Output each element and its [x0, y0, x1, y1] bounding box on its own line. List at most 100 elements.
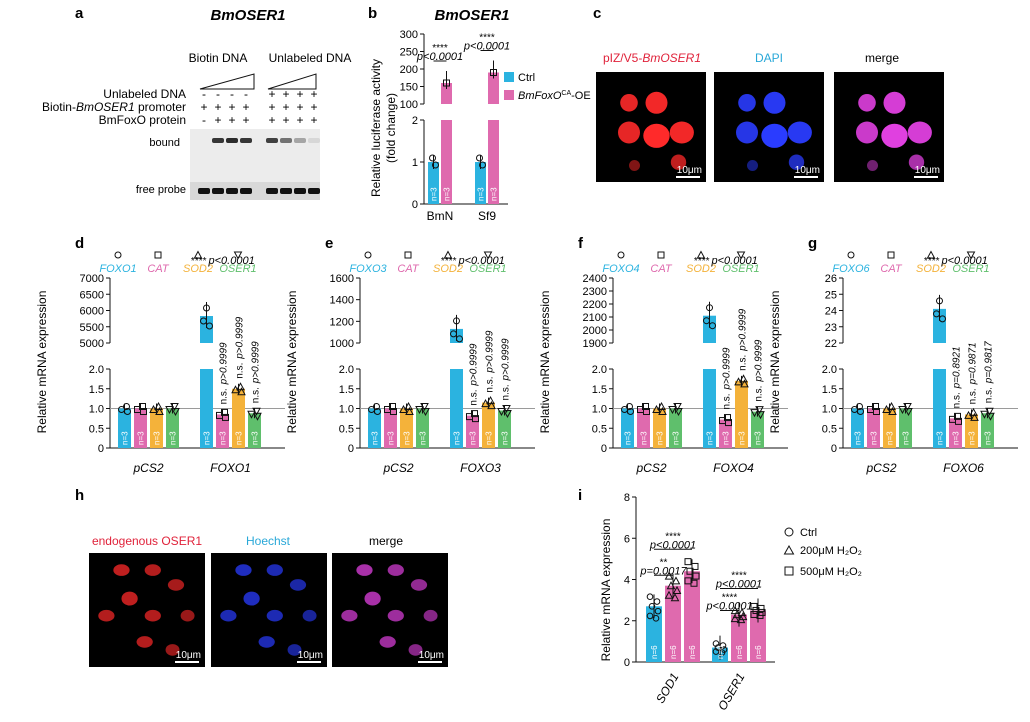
h-nucleus-2-3: [364, 591, 381, 606]
yticklabel-lo-f-0: 0: [601, 443, 607, 455]
i-xlabel-SOD1: SOD1: [653, 671, 681, 706]
n-f-pCS2-CAT: n=3: [640, 431, 649, 445]
stars-g: ****: [924, 256, 940, 267]
panel-g: FOXO6 CAT SOD2 OSER1 Relative mRNA expressio…: [768, 250, 1018, 475]
ns-p-d-2: p>0.9999: [235, 316, 246, 359]
legend-label-500: 500μM H₂O₂: [800, 566, 862, 578]
h-nucleus-2-5: [387, 609, 404, 622]
ns-g-3: n.s.: [984, 387, 995, 403]
n-g-pCS2-FOXO6: n=3: [854, 431, 863, 445]
legend-label-e-3: OSER1: [469, 263, 506, 275]
b-pt-ctrl-Sf9-1: [479, 161, 486, 169]
ylabel-f: Relative mRNA expression: [538, 291, 552, 434]
legend-marker-g-0: [847, 251, 855, 259]
panel-letter-b: b: [368, 5, 377, 22]
legend-marker-g-1: [887, 251, 895, 259]
bar-e-pCS2-CAT: [384, 408, 397, 448]
yticklabel-lo-d-1: 0.5: [89, 423, 104, 435]
pt-g-pCS2-CAT-1: [872, 403, 879, 410]
i-pt-OSER1-0-4: [712, 648, 720, 655]
ns-e-2: n.s.: [485, 376, 496, 392]
bar-g-FOXO6-SOD2: [965, 414, 978, 448]
legend-marker-200: [783, 544, 795, 555]
legend-marker-d-0: [114, 251, 122, 259]
ns-f-2: n.s.: [738, 355, 749, 371]
b-pt-oe-BmN: [443, 79, 450, 87]
bar-lower-f-FOXO4-FOXO4: [703, 369, 716, 448]
yticklabel-lo-e-0: 0: [348, 443, 354, 455]
pt-d-pCS2-FOXO1-1: [123, 403, 130, 410]
panel-letter-h: h: [75, 487, 84, 504]
i-pt-SOD1-1-1: [671, 576, 681, 585]
pt-d-pCS2-CAT-2: [140, 408, 147, 415]
b-pt-oe-Sf9: [490, 69, 497, 76]
ns-p-f-1: p>0.9999: [722, 347, 733, 390]
legend-label-g-2: SOD2: [916, 263, 946, 275]
bar-g-FOXO6-CAT: [949, 418, 962, 448]
n-g-FOXO6-FOXO6: n=3: [936, 431, 945, 445]
legend-marker-f-3: [736, 251, 746, 260]
panel-i-ylabel: Relative mRNA expression: [599, 519, 613, 662]
yticklabel-lo-g-1: 0.5: [822, 423, 837, 435]
bar-g-pCS2-CAT: [867, 408, 880, 448]
b-pval-BmN: p<0.0001: [416, 51, 463, 63]
c-nucleus-2-5: [908, 154, 925, 170]
row-label-promoter: Biotin-BmOSER1 promoter: [42, 100, 186, 114]
pt-e-pCS2-FOXO3-2: [374, 408, 381, 415]
bar-lower-g-FOXO6-FOXO6: [933, 369, 946, 448]
panel-letter-e: e: [325, 235, 333, 252]
i-yticklabel-2: 4: [624, 575, 630, 587]
i-pt-OSER1-1-5: [736, 615, 746, 624]
legend-marker-e-1: [404, 251, 412, 259]
triangle-unlabeled: [267, 73, 317, 90]
i-stars-SOD1-0: ****: [665, 531, 681, 542]
free-band-0: [198, 188, 210, 194]
n-e-pCS2-OSER1: n=3: [419, 431, 428, 445]
legend-label-e-1: CAT: [397, 263, 419, 275]
n-f-pCS2-SOD2: n=3: [656, 431, 665, 445]
bar-lower-d-FOXO1-FOXO1: [200, 369, 213, 448]
ns-d-3: n.s.: [251, 387, 262, 403]
pt-e-pCS2-CAT-2: [390, 408, 397, 415]
n-d-pCS2-FOXO1: n=3: [121, 431, 130, 445]
i-pt-SOD1-0-2: [648, 603, 656, 610]
n-g-pCS2-SOD2: n=3: [886, 431, 895, 445]
pt-d-pCS2-OSER1-1: [170, 403, 179, 412]
b-yticklabel-up-1: 150: [400, 82, 418, 94]
triangle-biotin: [199, 73, 255, 90]
c-scale-text-0: 10μm: [677, 165, 702, 176]
ns-e-3: n.s.: [501, 384, 512, 400]
legend-marker-500: [784, 566, 794, 576]
legend-marker-f-0: [617, 251, 625, 259]
c-nucleus-0-0: [620, 94, 638, 112]
c-nucleus-0-1: [645, 91, 668, 114]
yticklabel-lo-g-3: 1.5: [822, 384, 837, 396]
xlabel-e-0: pCS2: [382, 461, 413, 475]
yticklabel-up-g-2: 24: [825, 306, 837, 318]
h-nucleus-1-8: [287, 644, 302, 656]
n-e-FOXO3-SOD2: n=3: [485, 431, 494, 445]
pt-f-FOXO4-OSER1-0: [750, 409, 759, 418]
b-bar-oe-lower-BmN: [441, 120, 452, 204]
bar-f-FOXO4-OSER1: [751, 411, 764, 448]
panel-a-group-biotin: Biotin DNA: [189, 51, 248, 65]
panel-i: Relative mRNA expression 0 2 4 6 8 n=6 n=6 n=6 *…: [599, 492, 862, 713]
bar-f-pCS2-SOD2: [653, 408, 666, 448]
h-nucleus-2-0: [356, 564, 373, 576]
c-nucleus-0-5: [670, 154, 687, 170]
pt-f-pCS2-FOXO4-2: [627, 408, 634, 415]
b-yticklabel-up-0: 100: [400, 99, 418, 111]
b-stars-Sf9: ****: [479, 33, 495, 44]
yticklabel-lo-e-3: 1.5: [339, 384, 354, 396]
h-nucleus-0-5: [144, 609, 161, 622]
panel-h-label-1: endogenous OSER1: [92, 534, 202, 548]
i-pt-SOD1-2-1: [691, 562, 699, 570]
pt-f-FOXO4-OSER1-2: [756, 411, 765, 420]
i-pt-SOD1-1-4: [664, 590, 674, 599]
i-pt-SOD1-1-0: [664, 571, 674, 580]
bar-lower-e-FOXO3-FOXO3: [450, 369, 463, 448]
h-nucleus-1-7: [258, 636, 275, 648]
xlabel-d-0: pCS2: [132, 461, 163, 475]
h-nucleus-0-1: [144, 564, 161, 576]
yticklabel-lo-g-2: 1.0: [822, 404, 837, 416]
